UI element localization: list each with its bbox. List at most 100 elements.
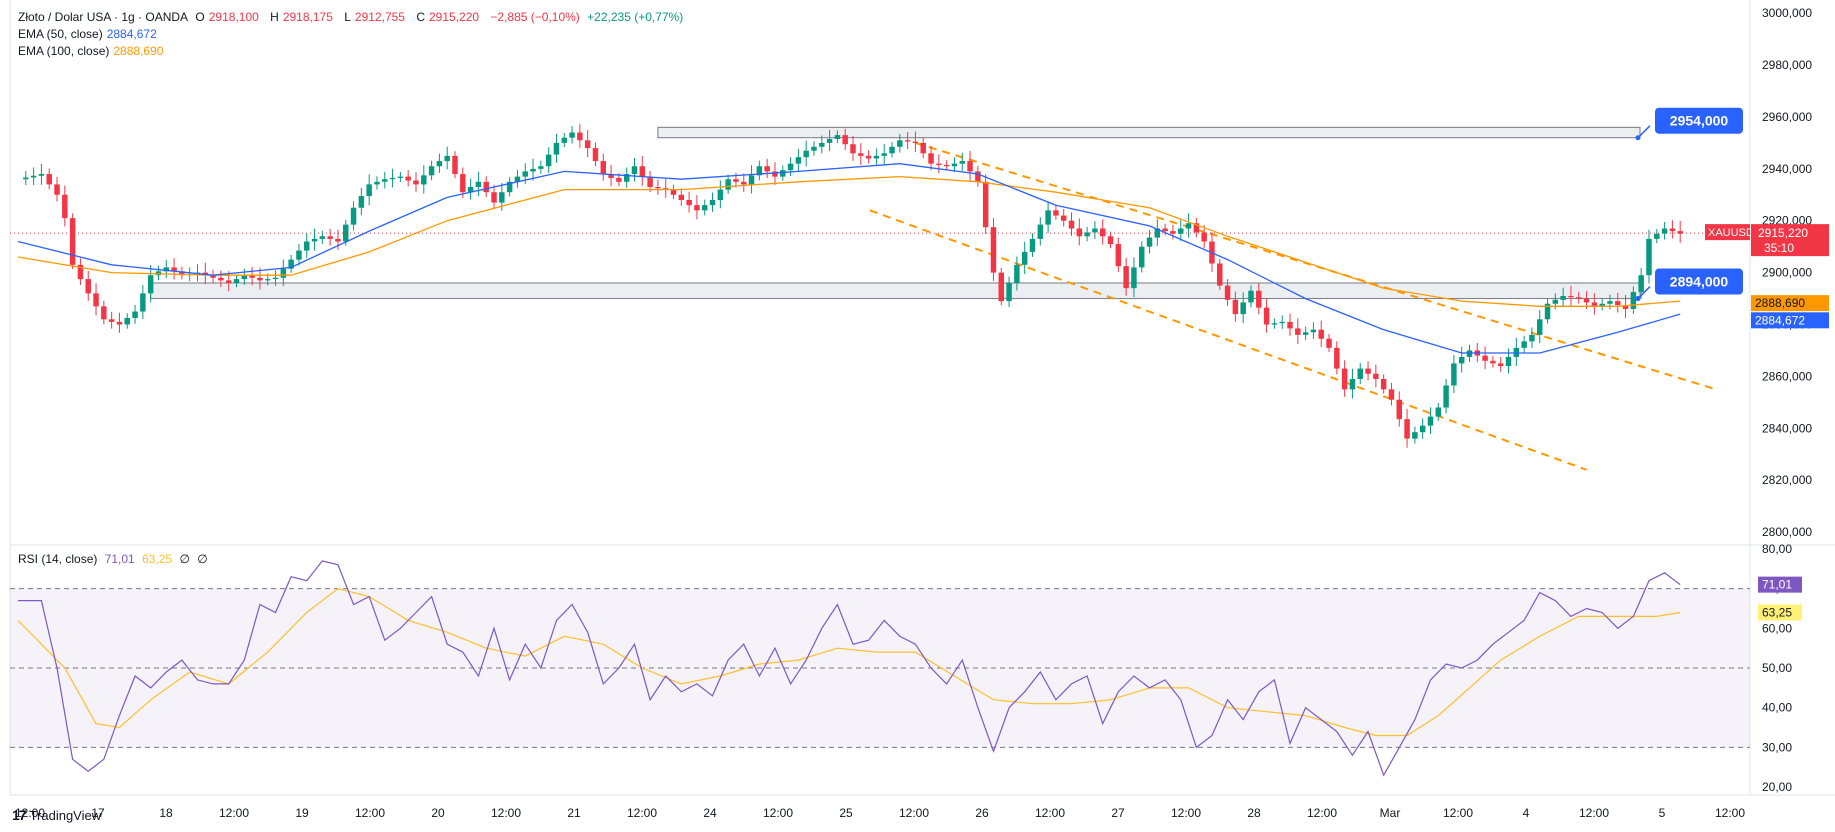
candle-body <box>1396 399 1402 420</box>
candle-body <box>1146 237 1153 247</box>
candle-body <box>1053 210 1059 216</box>
candle-body <box>140 293 146 312</box>
candle-body <box>904 140 911 142</box>
ema50-value: 2884,672 <box>106 27 157 41</box>
candle-body <box>179 271 185 276</box>
candle-body <box>233 279 240 283</box>
ema50-legend[interactable]: EMA (50, close) 2884,672 <box>18 27 157 41</box>
close-value: 2915,220 <box>429 10 480 24</box>
candle-body <box>1388 389 1395 400</box>
candle-body <box>1092 228 1098 233</box>
candle-body <box>1536 319 1543 335</box>
symbol-tag-bg <box>1705 224 1750 241</box>
rsi-legend[interactable]: RSI (14, close) 71,01 63,25 ∅ ∅ <box>18 552 208 566</box>
candle-body <box>374 181 380 185</box>
candle-body <box>1552 299 1559 304</box>
support-callout-label: 2894,000 <box>1670 274 1729 290</box>
candle-body <box>811 146 817 151</box>
time-tick-label: 12:00 <box>1443 806 1473 820</box>
candle-body <box>662 188 669 190</box>
candle-body <box>1326 338 1332 348</box>
candle-body <box>873 155 880 159</box>
candle-body <box>1451 363 1457 386</box>
candle-body <box>1677 231 1683 234</box>
time-tick-label: Mar <box>1380 806 1401 820</box>
candle-body <box>62 194 68 219</box>
candle-body <box>249 275 255 278</box>
time-tick-label: 12:00 <box>355 806 385 820</box>
candle-body <box>850 144 856 154</box>
symbol-title: Złoto / Dolar USA · 1g · OANDA <box>18 10 189 24</box>
candle-body <box>1287 321 1293 329</box>
candle-body <box>241 275 248 280</box>
candle-body <box>1170 231 1176 234</box>
candle-body <box>655 187 661 189</box>
rsi-ma-tag: 63,25 <box>1762 605 1792 619</box>
price-tick-label: 3000,000 <box>1762 6 1812 20</box>
candle-body <box>686 199 692 206</box>
candle-body <box>647 176 653 187</box>
candle-body <box>405 176 411 181</box>
time-tick-label: 17 <box>91 806 105 820</box>
candle-body <box>288 259 294 269</box>
brand[interactable]: 17 TradingView <box>12 807 101 823</box>
candle-body <box>1006 282 1012 302</box>
candle-body <box>452 155 458 175</box>
candle-body <box>327 236 333 239</box>
candle-body <box>1060 215 1067 221</box>
candle-body <box>124 318 130 325</box>
candle-body <box>795 157 802 164</box>
candle-body <box>335 238 341 242</box>
candle-body <box>1302 332 1309 335</box>
candle-body <box>1123 266 1129 289</box>
candle-body <box>881 153 887 156</box>
candle-body <box>1310 329 1317 333</box>
candle-body <box>1240 302 1246 315</box>
candle-body <box>1622 305 1629 309</box>
candle-body <box>936 163 942 165</box>
time-tick-label: 25 <box>839 806 853 820</box>
candle-body <box>1139 246 1145 268</box>
channel-lower-line <box>869 209 1587 471</box>
candle-body <box>1373 373 1379 379</box>
candle-body <box>1576 297 1582 299</box>
time-tick-label: 12:00 <box>1579 806 1609 820</box>
ema100-value: 2888,690 <box>113 44 164 58</box>
time-tick-label: 12:00 <box>491 806 521 820</box>
candle-body <box>1099 228 1106 237</box>
rsi-tick-label: 30,00 <box>1762 740 1792 754</box>
candle-body <box>889 146 895 154</box>
rsi-ma-tag-bg <box>1758 604 1802 621</box>
candle-body <box>475 181 482 187</box>
rsi-tick-label: 80,00 <box>1762 542 1792 556</box>
candle-body <box>858 153 864 156</box>
resistance-callout-label: 2954,000 <box>1670 113 1729 129</box>
candle-body <box>920 142 926 154</box>
candle-body <box>389 177 396 180</box>
candle-body <box>421 175 427 185</box>
time-tick-label: 24 <box>703 806 717 820</box>
candle-body <box>1654 233 1660 239</box>
candle-body <box>163 267 170 272</box>
candle-body <box>982 181 989 228</box>
candle-body <box>608 174 614 178</box>
price-tick-label: 2960,000 <box>1762 110 1812 124</box>
ema100-legend[interactable]: EMA (100, close) 2888,690 <box>18 44 164 58</box>
candle-body <box>826 139 833 143</box>
rsi-tag: 71,01 <box>1762 578 1792 592</box>
candle-body <box>460 174 466 193</box>
candle-body <box>1458 356 1465 364</box>
ema100-line <box>17 175 1681 307</box>
candle-body <box>639 166 646 177</box>
candle-body <box>748 175 755 185</box>
candle-body <box>444 155 450 162</box>
open-value: 2918,100 <box>208 10 259 24</box>
candle-body <box>1279 321 1285 324</box>
candle-body <box>69 218 76 265</box>
candle-body <box>1607 301 1613 304</box>
price-tick-label: 2840,000 <box>1762 421 1812 435</box>
candle-body <box>1419 425 1426 433</box>
candle-body <box>54 184 60 195</box>
candle-body <box>491 192 497 203</box>
